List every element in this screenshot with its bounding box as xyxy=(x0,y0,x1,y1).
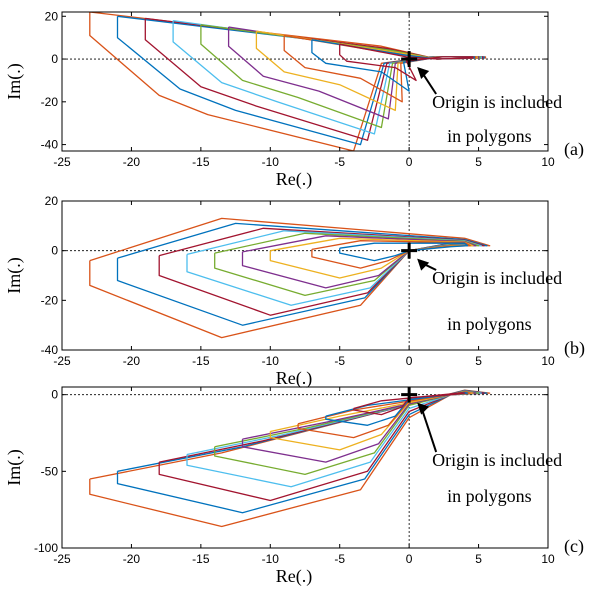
annotation-arrowhead xyxy=(417,402,430,415)
x-axis-label: Re(.) xyxy=(276,169,312,190)
annotation-arrow-line xyxy=(420,406,438,453)
x-tick-label: -25 xyxy=(53,552,71,566)
y-axis-label: Im(.) xyxy=(4,63,25,99)
annotation-line-1: Origin is included xyxy=(432,450,562,470)
x-tick-label: 0 xyxy=(406,354,413,368)
series-group xyxy=(89,389,491,528)
y-tick-label: -50 xyxy=(41,464,59,478)
series-line-9 xyxy=(339,242,469,262)
series-line-7 xyxy=(269,391,474,451)
series-line-1 xyxy=(89,389,491,528)
series-group xyxy=(89,217,491,339)
series-line-10 xyxy=(339,43,474,82)
x-tick-label: 10 xyxy=(541,155,555,169)
annotation-line-1: Origin is included xyxy=(432,268,562,288)
y-tick-label: 20 xyxy=(45,9,59,23)
annotation-arrowhead xyxy=(417,67,430,80)
x-tick-label: -10 xyxy=(262,552,280,566)
x-tick-label: 0 xyxy=(406,155,413,169)
x-tick-label: -20 xyxy=(123,354,141,368)
y-axis-label: Im(.) xyxy=(4,257,25,293)
annotation-line-2: in polygons xyxy=(447,126,532,146)
x-tick-label: -15 xyxy=(192,552,210,566)
y-tick-label: 0 xyxy=(51,388,58,402)
series-line-10 xyxy=(352,392,466,416)
x-tick-label: -5 xyxy=(334,155,345,169)
x-axis-label: Re(.) xyxy=(276,566,312,587)
x-tick-label: 10 xyxy=(541,354,555,368)
panel-tag: (c) xyxy=(564,536,584,557)
chart-panel-1: -25 -20 -15 -10 -5 0 5 10 -40 -20 0 20 Re(.) Im(.) (a)… xyxy=(4,9,584,190)
y-tick-label: 20 xyxy=(45,194,59,208)
annotation-arrowhead xyxy=(417,258,430,271)
axes-box xyxy=(61,386,549,549)
series-group xyxy=(89,12,487,151)
y-tick-label: -100 xyxy=(34,541,58,555)
y-tick-label: -40 xyxy=(41,343,59,357)
chart-panel-3: -25 -20 -15 -10 -5 0 5 10-100-500Re(.)Im(.)(c)O… xyxy=(4,386,584,587)
axes-box xyxy=(61,200,549,351)
y-tick-label: 0 xyxy=(51,52,58,66)
series-line-6 xyxy=(241,390,477,463)
x-tick-label: 5 xyxy=(475,552,482,566)
y-tick-label: 0 xyxy=(51,244,58,258)
x-tick-label: 5 xyxy=(475,354,482,368)
x-tick-label: -25 xyxy=(53,354,71,368)
panel-tag: (b) xyxy=(564,338,585,359)
y-tick-label: -20 xyxy=(41,95,59,109)
series-line-4 xyxy=(186,390,482,488)
series-line-1 xyxy=(89,12,487,151)
y-tick-label: -40 xyxy=(41,138,59,152)
x-tick-label: -20 xyxy=(123,155,141,169)
series-line-3 xyxy=(158,390,485,502)
panel-tag: (a) xyxy=(564,139,584,160)
axes-box xyxy=(61,11,549,152)
annotation-line-2: in polygons xyxy=(447,486,532,506)
annotation-line-2: in polygons xyxy=(447,314,532,334)
x-tick-label: 5 xyxy=(475,155,482,169)
x-tick-label: -15 xyxy=(192,155,210,169)
x-tick-label: -10 xyxy=(262,155,280,169)
y-tick-label: -20 xyxy=(41,293,59,307)
x-tick-label: 10 xyxy=(541,552,555,566)
chart-panel-2: -25 -20 -15 -10 -5 0 5 10 -40 -20 0 20 Re(.) Im(.) (b)… xyxy=(4,194,585,389)
annotation-line-1: Origin is included xyxy=(432,92,562,112)
x-tick-label: -5 xyxy=(334,354,345,368)
x-tick-label: 0 xyxy=(406,552,413,566)
x-tick-label: -10 xyxy=(262,354,280,368)
series-line-9 xyxy=(325,391,469,426)
x-axis-label: Re(.) xyxy=(276,368,312,389)
y-axis-label: Im(.) xyxy=(4,449,25,485)
x-tick-label: -20 xyxy=(123,552,141,566)
x-tick-label: -15 xyxy=(192,354,210,368)
x-tick-label: -25 xyxy=(53,155,71,169)
x-tick-label: -5 xyxy=(334,552,345,566)
